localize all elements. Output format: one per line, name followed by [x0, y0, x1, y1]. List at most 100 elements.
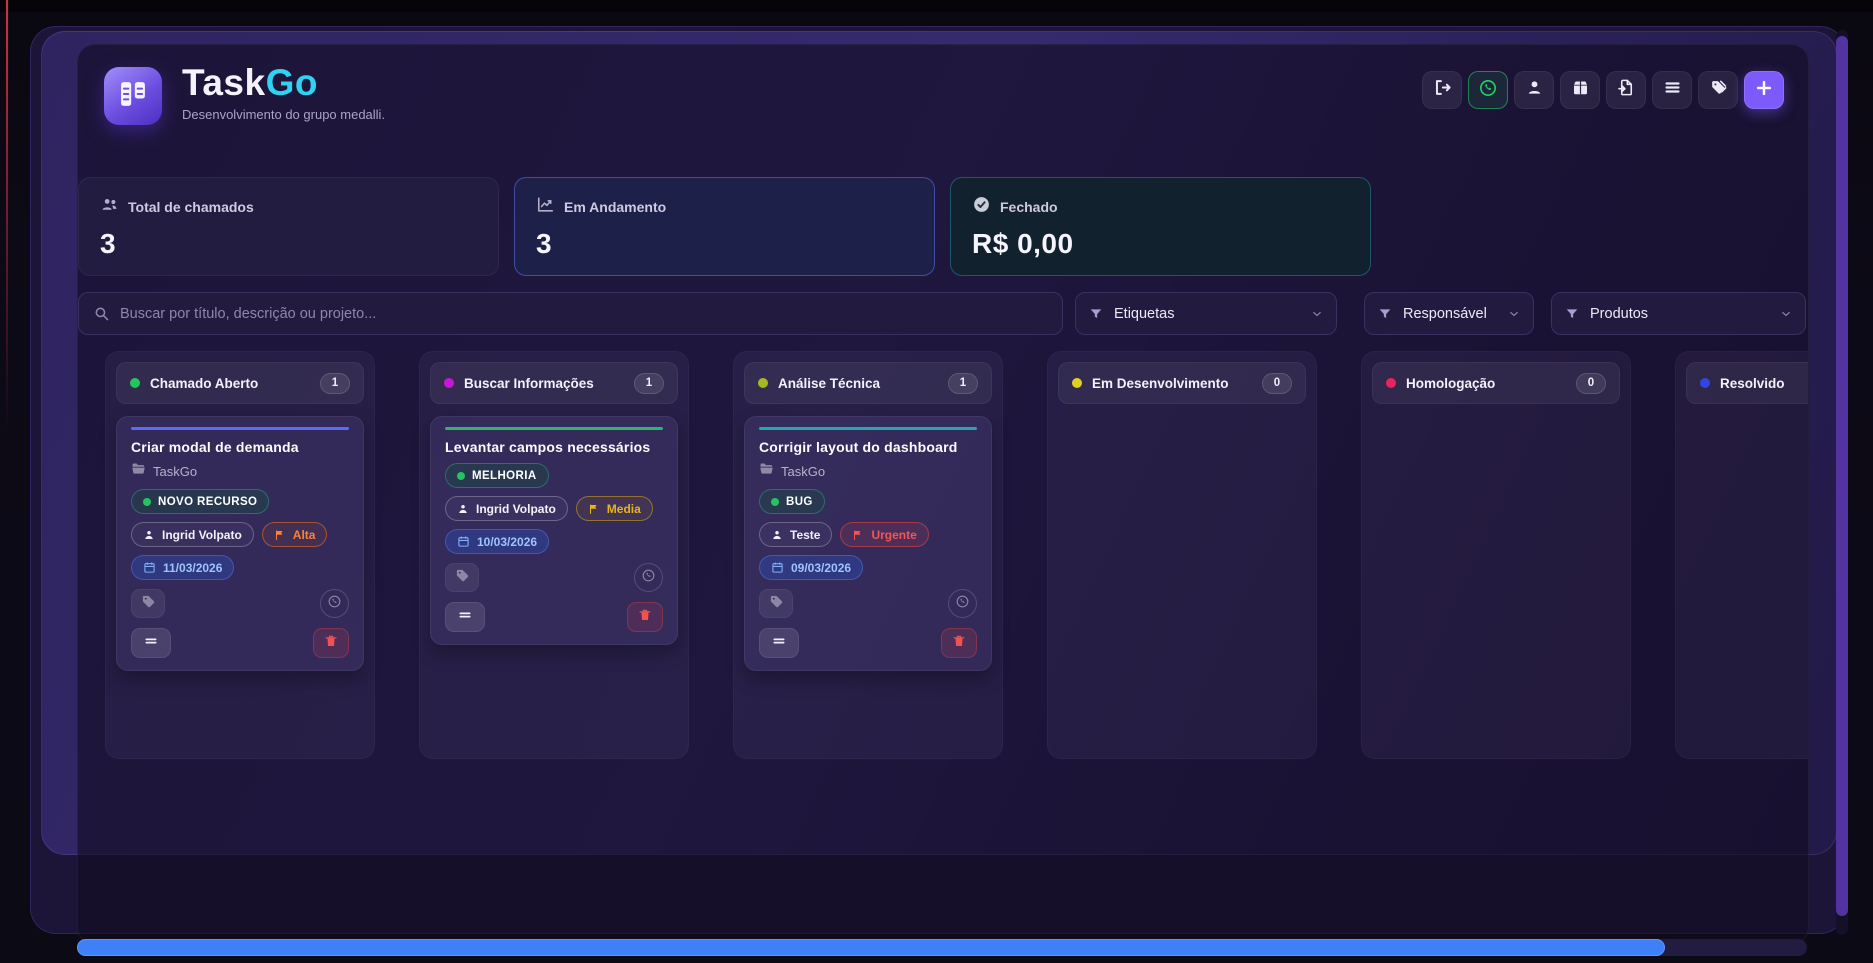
card-assignee-badge: Ingrid Volpato [131, 522, 254, 547]
task-card[interactable]: Levantar campos necessários MELHORIA Ing… [430, 416, 678, 645]
filter-etiquetas[interactable]: Etiquetas [1075, 292, 1337, 335]
kanban-column-buscar-informacoes: Buscar Informações 1 Levantar campos nec… [419, 351, 689, 759]
card-whatsapp-button[interactable] [948, 589, 977, 618]
column-header[interactable]: Resolvido [1686, 362, 1808, 404]
app-header: TaskGo Desenvolvimento do grupo medalli. [104, 62, 1784, 147]
card-project: TaskGo [153, 463, 198, 479]
column-header[interactable]: Chamado Aberto 1 [116, 362, 364, 404]
app-frame: TaskGo Desenvolvimento do grupo medalli. [30, 26, 1846, 945]
kanban-column-em-desenvolvimento: Em Desenvolvimento 0 [1047, 351, 1317, 759]
kanban-column-resolvido: Resolvido [1675, 351, 1808, 759]
card-whatsapp-button[interactable] [634, 563, 663, 592]
card-assignee-badge: Ingrid Volpato [445, 496, 568, 521]
app-subtitle: Desenvolvimento do grupo medalli. [182, 106, 386, 122]
users-button[interactable] [1514, 71, 1554, 109]
person-icon [143, 529, 155, 541]
filter-icon [1377, 306, 1393, 322]
task-card[interactable]: Corrigir layout do dashboard TaskGo BUG … [744, 416, 992, 671]
stat-card-total: Total de chamados 3 [78, 177, 499, 276]
card-label-badge: MELHORIA [445, 463, 549, 488]
card-due-date-badge: 11/03/2026 [131, 555, 235, 580]
card-drag-handle[interactable] [445, 602, 485, 632]
page-title: TaskGo [182, 62, 318, 103]
plus-icon [1754, 78, 1774, 103]
search-filter-row: Etiquetas Responsável Produtos [78, 292, 1806, 335]
drag-handle-icon [143, 633, 159, 654]
kanban-board: Chamado Aberto 1 Criar modal de demanda … [105, 351, 1808, 759]
whatsapp-icon [1478, 78, 1498, 103]
card-accent-line [445, 427, 663, 430]
whatsapp-button[interactable] [1468, 71, 1508, 109]
add-task-button[interactable] [1744, 71, 1784, 109]
column-status-dot [1072, 378, 1082, 388]
stat-card-closed: Fechado R$ 0,00 [950, 177, 1371, 276]
drag-handle-icon [457, 607, 473, 628]
box-icon [1571, 78, 1590, 102]
label-dot [771, 497, 779, 506]
labels-button[interactable] [1698, 71, 1738, 109]
sign-out-icon [1433, 78, 1452, 102]
card-delete-button[interactable] [941, 628, 977, 658]
folder-icon [131, 461, 146, 481]
column-count-badge: 1 [320, 372, 350, 394]
column-count-badge: 0 [1576, 372, 1606, 394]
card-labels-button[interactable] [445, 563, 479, 592]
card-accent-line [759, 427, 977, 430]
tag-icon [141, 594, 156, 614]
column-header[interactable]: Em Desenvolvimento 0 [1058, 362, 1306, 404]
whatsapp-icon [955, 594, 970, 614]
card-labels-button[interactable] [759, 589, 793, 618]
products-button[interactable] [1560, 71, 1600, 109]
calendar-icon [143, 561, 156, 574]
person-icon [457, 503, 469, 515]
file-import-icon [1617, 78, 1636, 102]
task-card[interactable]: Criar modal de demanda TaskGo NOVO RECUR… [116, 416, 364, 671]
filter-responsavel[interactable]: Responsável [1364, 292, 1534, 335]
vertical-scrollbar-track[interactable] [1836, 30, 1848, 935]
filter-icon [1088, 306, 1104, 322]
card-due-date-badge: 10/03/2026 [445, 529, 550, 554]
card-title: Criar modal de demanda [131, 439, 299, 455]
stats-row: Total de chamados 3 Em Andamento 3 Fecha… [78, 177, 1371, 276]
column-header[interactable]: Homologação 0 [1372, 362, 1620, 404]
column-status-dot [130, 378, 140, 388]
sign-out-button[interactable] [1422, 71, 1462, 109]
user-icon [1525, 78, 1544, 102]
menu-icon [1663, 78, 1682, 102]
label-dot [143, 497, 151, 506]
horizontal-scrollbar-thumb[interactable] [77, 939, 1665, 956]
search-input[interactable] [120, 305, 1048, 322]
horizontal-scrollbar-track[interactable] [77, 939, 1807, 956]
card-delete-button[interactable] [627, 602, 663, 632]
chart-line-icon [536, 195, 555, 219]
column-header[interactable]: Buscar Informações 1 [430, 362, 678, 404]
column-status-dot [758, 378, 768, 388]
drag-handle-icon [771, 633, 787, 654]
top-strip [0, 0, 1873, 12]
calendar-icon [771, 561, 784, 574]
users-icon [100, 195, 119, 219]
menu-button[interactable] [1652, 71, 1692, 109]
column-status-dot [1700, 378, 1710, 388]
card-label-badge: NOVO RECURSO [131, 489, 270, 514]
filter-icon [1564, 306, 1580, 322]
vertical-scrollbar-thumb[interactable] [1836, 36, 1848, 916]
card-drag-handle[interactable] [131, 628, 171, 658]
import-button[interactable] [1606, 71, 1646, 109]
left-edge-accent [6, 0, 8, 430]
card-priority-badge: Alta [261, 522, 328, 547]
chevron-down-icon [1779, 307, 1793, 321]
filter-produtos[interactable]: Produtos [1551, 292, 1806, 335]
search-box [78, 292, 1063, 335]
label-dot [457, 471, 465, 480]
kanban-column-chamado-aberto: Chamado Aberto 1 Criar modal de demanda … [105, 351, 375, 759]
card-delete-button[interactable] [313, 628, 349, 658]
column-count-badge: 0 [1262, 372, 1292, 394]
column-header[interactable]: Análise Técnica 1 [744, 362, 992, 404]
card-whatsapp-button[interactable] [320, 589, 349, 618]
card-drag-handle[interactable] [759, 628, 799, 658]
card-label-badge: BUG [759, 489, 825, 514]
card-labels-button[interactable] [131, 589, 165, 618]
tags-icon [1709, 78, 1728, 102]
stat-card-in-progress: Em Andamento 3 [514, 177, 935, 276]
